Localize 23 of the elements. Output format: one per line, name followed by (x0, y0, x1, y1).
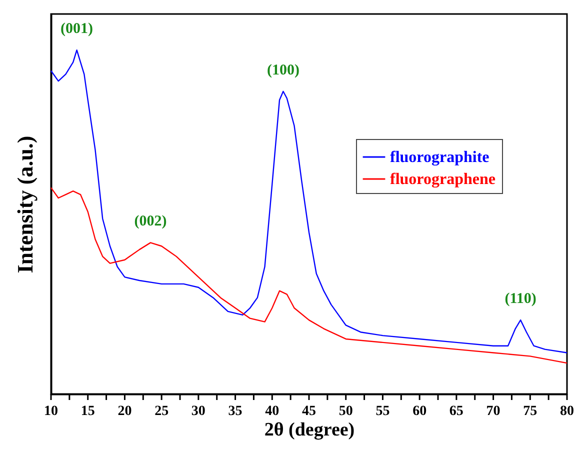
x-tick-label: 75 (523, 404, 538, 419)
annotation: (100) (266, 62, 300, 78)
y-axis-title: Intensity (a.u.) (12, 136, 38, 274)
x-tick-label: 80 (560, 404, 574, 419)
x-tick-label: 10 (44, 404, 58, 419)
x-tick-label: 15 (80, 404, 95, 419)
annotation: (110) (504, 291, 536, 308)
x-tick-label: 30 (191, 404, 206, 419)
x-tick-label: 55 (376, 404, 390, 419)
annotation: (002) (134, 214, 167, 230)
x-tick-label: 70 (486, 404, 500, 419)
x-tick-label: 20 (118, 404, 132, 419)
annotation: (001) (60, 21, 94, 38)
x-axis-title: 2θ (degree) (264, 420, 355, 440)
x-tick-label: 40 (265, 404, 280, 419)
x-tick-label: 60 (412, 404, 427, 419)
legend-label: fluorographene (390, 171, 496, 188)
x-tick-label: 50 (338, 404, 353, 419)
x-tick-label: 25 (154, 404, 169, 419)
legend-label: fluorographite (390, 149, 490, 166)
x-tick-label: 65 (449, 404, 464, 419)
x-tick-label: 45 (302, 404, 316, 419)
x-tick-label: 35 (228, 404, 242, 419)
